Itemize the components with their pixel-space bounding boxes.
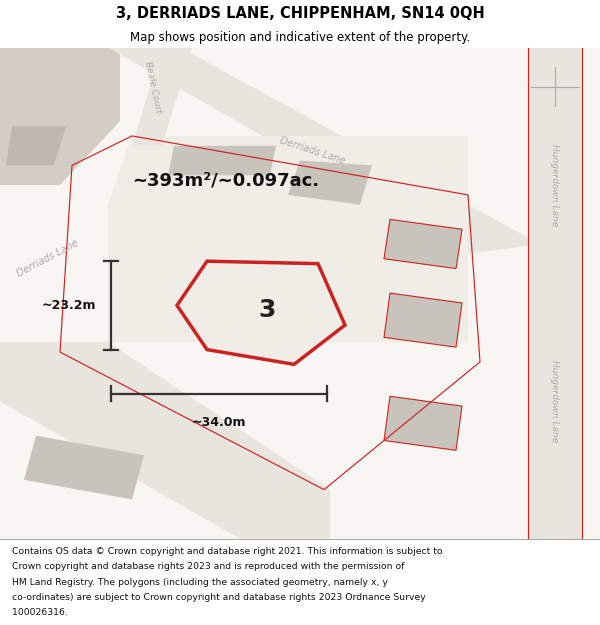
Text: ~393m²/~0.097ac.: ~393m²/~0.097ac. <box>132 171 319 189</box>
Polygon shape <box>132 48 192 146</box>
Text: Hungerdown Lane: Hungerdown Lane <box>551 144 560 226</box>
Polygon shape <box>0 342 330 539</box>
Polygon shape <box>528 48 582 539</box>
Text: 100026316.: 100026316. <box>12 608 68 617</box>
Polygon shape <box>384 396 462 451</box>
Text: Map shows position and indicative extent of the property.: Map shows position and indicative extent… <box>130 31 470 44</box>
Text: Beale Court: Beale Court <box>143 60 163 114</box>
Text: HM Land Registry. The polygons (including the associated geometry, namely x, y: HM Land Registry. The polygons (includin… <box>12 578 388 586</box>
Polygon shape <box>288 161 372 205</box>
Text: Crown copyright and database rights 2023 and is reproduced with the permission o: Crown copyright and database rights 2023… <box>12 562 404 571</box>
Polygon shape <box>108 136 468 343</box>
Polygon shape <box>6 126 66 166</box>
Polygon shape <box>384 293 462 347</box>
Polygon shape <box>108 48 540 254</box>
Text: 3: 3 <box>259 298 275 322</box>
Text: Contains OS data © Crown copyright and database right 2021. This information is : Contains OS data © Crown copyright and d… <box>12 548 443 556</box>
Text: Hungerdown Lane: Hungerdown Lane <box>551 360 560 442</box>
Text: ~23.2m: ~23.2m <box>41 299 96 312</box>
Text: 3, DERRIADS LANE, CHIPPENHAM, SN14 0QH: 3, DERRIADS LANE, CHIPPENHAM, SN14 0QH <box>116 6 484 21</box>
Polygon shape <box>384 219 462 269</box>
Polygon shape <box>177 261 345 364</box>
Polygon shape <box>168 146 276 175</box>
Text: ~34.0m: ~34.0m <box>192 416 246 429</box>
Polygon shape <box>0 48 120 185</box>
Text: co-ordinates) are subject to Crown copyright and database rights 2023 Ordnance S: co-ordinates) are subject to Crown copyr… <box>12 592 426 602</box>
Text: Derriads Lane: Derriads Lane <box>16 238 80 279</box>
Polygon shape <box>24 436 144 499</box>
Text: Derriads Lane: Derriads Lane <box>278 136 346 166</box>
